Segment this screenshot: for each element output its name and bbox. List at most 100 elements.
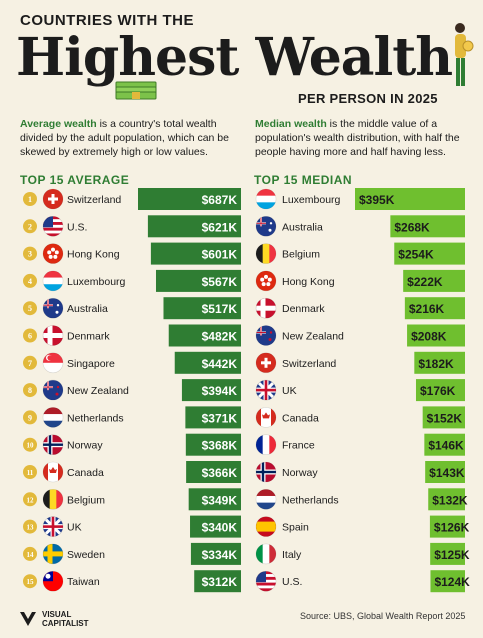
rank-label: 3 [28, 250, 32, 259]
norway-flag [255, 461, 277, 483]
average-row: 7 Singapore $442K [23, 351, 241, 374]
value-label: $349K [202, 493, 238, 507]
value-label: $176K [420, 384, 456, 398]
average-row: 2 U.S. $621K [23, 215, 241, 238]
value-label: $124K [434, 575, 470, 589]
denmark-flag [255, 297, 277, 319]
belgium-flag [255, 243, 277, 264]
canada-flag [255, 407, 277, 428]
bar [415, 379, 465, 402]
value-label: $601K [202, 248, 238, 262]
denmark-flag [42, 325, 64, 346]
bar [163, 297, 241, 320]
logo-line-2: CAPITALIST [42, 619, 89, 628]
money-stack-icon [115, 81, 157, 100]
uk-flag [42, 516, 64, 537]
median-row: Hong Kong $222K [255, 269, 465, 292]
average-row: 15 Taiwan $312K [23, 570, 241, 593]
average-wealth-text: is a country's total wealth divided by t… [20, 118, 229, 158]
logo-line-1: VISUAL [42, 610, 71, 619]
rank-badge: 13 [23, 519, 37, 534]
rank-badge: 3 [23, 246, 37, 261]
value-label: $146K [428, 439, 464, 453]
bar [138, 188, 241, 210]
luxembourg-flag [42, 270, 64, 292]
sweden-flag [42, 543, 64, 565]
value-label: $371K [202, 411, 238, 425]
value-label: $366K [202, 466, 238, 480]
country-label: Belgium [282, 249, 320, 261]
bar [430, 542, 465, 565]
rank-label: 8 [28, 386, 32, 395]
value-label: $208K [411, 330, 447, 344]
rank-badge: 2 [23, 219, 37, 234]
country-label: UK [67, 522, 82, 534]
value-label: $312K [202, 575, 238, 589]
country-label: Australia [282, 221, 323, 233]
country-label: Canada [282, 412, 319, 424]
rank-label: 13 [27, 524, 35, 532]
netherlands-flag [42, 407, 64, 428]
us-flag [255, 570, 277, 592]
rank-badge: 1 [23, 192, 37, 206]
country-label: Netherlands [67, 412, 124, 424]
rank-badge: 8 [23, 383, 37, 398]
bar [147, 215, 241, 238]
value-label: $442K [202, 357, 238, 371]
value-label: $567K [202, 275, 238, 289]
value-label: $517K [202, 302, 238, 316]
value-label: $126K [434, 521, 470, 535]
bar [403, 269, 465, 292]
bar [190, 515, 241, 538]
rank-badge: 9 [23, 410, 37, 425]
average-row: 11 Canada $366K [23, 461, 241, 483]
bar [190, 542, 241, 565]
hong-kong-flag [255, 270, 277, 292]
value-label: $395K [359, 193, 395, 207]
value-label: $216K [409, 302, 445, 316]
bar [155, 269, 241, 292]
spain-flag [255, 516, 277, 537]
country-label: Canada [67, 467, 104, 479]
rank-label: 1 [28, 195, 32, 204]
uk-flag [255, 379, 277, 401]
rank-label: 7 [28, 359, 32, 368]
country-label: New Zealand [282, 331, 344, 343]
average-row: 8 New Zealand $394K [23, 379, 241, 402]
value-label: $340K [202, 521, 238, 535]
italy-flag [255, 543, 277, 565]
rank-label: 11 [27, 469, 34, 477]
average-row: 13 UK $340K [23, 515, 241, 538]
singapore-flag [42, 352, 64, 374]
value-label: $143K [429, 466, 465, 480]
rank-badge: 11 [23, 465, 37, 479]
new-zealand-flag [255, 325, 277, 346]
country-label: Singapore [67, 358, 115, 370]
value-label: $368K [202, 439, 238, 453]
average-row: 4 Luxembourg $567K [23, 269, 241, 292]
rank-label: 4 [28, 277, 32, 286]
rank-badge: 6 [23, 328, 37, 343]
median-row: Spain $126K [255, 515, 470, 538]
hong-kong-flag [42, 243, 64, 264]
median-row: Luxembourg $395K [255, 188, 465, 210]
france-flag [255, 434, 277, 456]
median-wealth-text: is the middle value of a population's we… [255, 118, 460, 158]
belgium-flag [42, 488, 64, 510]
rank-badge: 5 [23, 301, 37, 316]
bar [414, 351, 465, 374]
value-label: $132K [432, 493, 468, 507]
canada-flag [42, 461, 64, 483]
median-row: Norway $143K [255, 461, 465, 483]
country-label: U.S. [282, 576, 302, 588]
bar [424, 433, 465, 456]
average-row: 3 Hong Kong $601K [23, 242, 241, 265]
us-flag [42, 216, 64, 237]
country-label: Denmark [282, 303, 325, 315]
median-wealth-description: Median wealth is the middle value of a p… [255, 117, 477, 159]
title-line-1: COUNTRIES WITH THE [20, 12, 194, 29]
bar [181, 379, 241, 402]
bar [150, 242, 241, 265]
netherlands-flag [255, 488, 277, 510]
